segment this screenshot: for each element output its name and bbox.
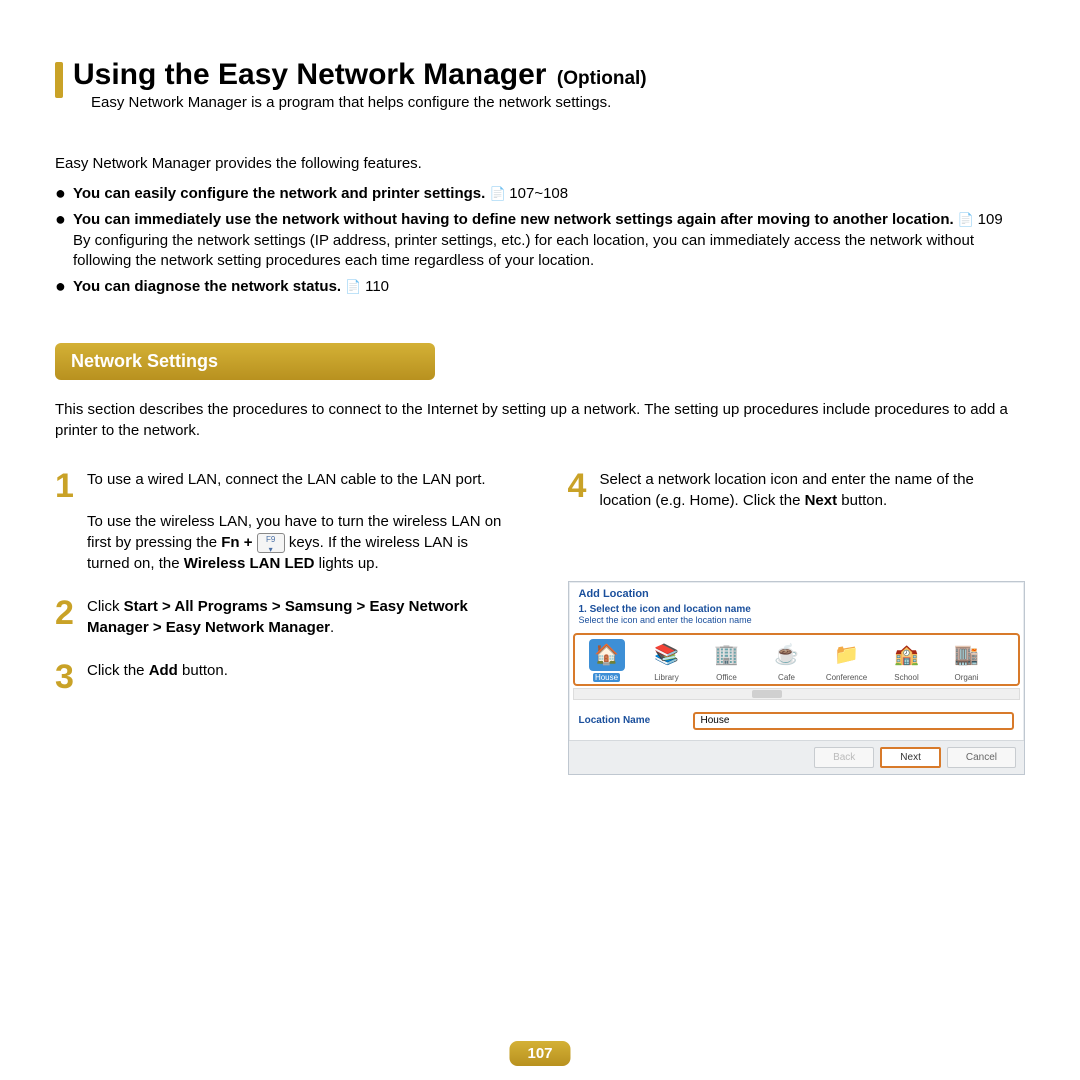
location-name-input[interactable]	[693, 712, 1015, 730]
feature-item: ● You can easily configure the network a…	[55, 184, 1025, 204]
location-label: Cafe	[757, 673, 817, 682]
features-list: ● You can easily configure the network a…	[55, 184, 1025, 297]
location-label: Organi	[937, 673, 997, 682]
feature-extra: By configuring the network settings (IP …	[73, 232, 974, 269]
feature-ref: 109	[978, 211, 1003, 228]
cafe-icon: ☕	[769, 639, 805, 671]
organi-icon: 🏬	[949, 639, 985, 671]
steps-left-column: 1 To use a wired LAN, connect the LAN ca…	[55, 469, 513, 775]
title-accent-bar	[55, 62, 63, 98]
location-label: Library	[637, 673, 697, 682]
step-body: Click Start > All Programs > Samsung > E…	[87, 596, 513, 638]
bullet-icon: ●	[55, 210, 73, 271]
house-icon: 🏠	[589, 639, 625, 671]
step-item: 3 Click the Add button.	[55, 660, 513, 694]
step-item: 2 Click Start > All Programs > Samsung >…	[55, 596, 513, 638]
step-item: 1 To use a wired LAN, connect the LAN ca…	[55, 469, 513, 574]
page-ref-icon: 📄	[489, 186, 509, 201]
location-option[interactable]: ☕ Cafe	[757, 639, 817, 682]
bullet-icon: ●	[55, 277, 73, 297]
step-number: 3	[55, 660, 77, 694]
step-number: 1	[55, 469, 77, 574]
page-number-badge: 107	[509, 1041, 570, 1066]
feature-ref: 110	[365, 278, 389, 295]
page-tagline: Easy Network Manager is a program that h…	[91, 94, 647, 111]
title-row: Using the Easy Network Manager (Optional…	[55, 58, 1025, 111]
fn-key-icon: F9▾	[257, 533, 285, 553]
page-title: Using the Easy Network Manager	[73, 58, 546, 91]
location-option[interactable]: 🏬 Organi	[937, 639, 997, 682]
feature-item: ● You can immediately use the network wi…	[55, 210, 1025, 271]
step-number: 2	[55, 596, 77, 638]
page-ref-icon: 📄	[345, 279, 365, 294]
section-description: This section describes the procedures to…	[55, 400, 1025, 441]
location-label: Office	[697, 673, 757, 682]
feature-bold: You can diagnose the network status.	[73, 278, 341, 295]
step-number: 4	[568, 469, 590, 511]
feature-bold: You can immediately use the network with…	[73, 211, 954, 228]
library-icon: 📚	[649, 639, 685, 671]
step-item: 4 Select a network location icon and ent…	[568, 469, 1026, 511]
location-option[interactable]: 📁 Conference	[817, 639, 877, 682]
section-heading: Network Settings	[55, 343, 435, 380]
location-label: House	[593, 673, 620, 682]
steps-columns: 1 To use a wired LAN, connect the LAN ca…	[55, 469, 1025, 775]
location-option[interactable]: 🏫 School	[877, 639, 937, 682]
location-name-label: Location Name	[579, 715, 669, 726]
office-icon: 🏢	[709, 639, 745, 671]
location-label: Conference	[817, 673, 877, 682]
back-button[interactable]: Back	[814, 747, 874, 768]
cancel-button[interactable]: Cancel	[947, 747, 1016, 768]
add-location-dialog: Add Location 1. Select the icon and loca…	[568, 581, 1026, 775]
location-icon-strip[interactable]: 🏠 House 📚 Library 🏢 Office ☕ Cafe 📁 Conference 🏫 Sc…	[573, 633, 1021, 686]
feature-bold: You can easily configure the network and…	[73, 185, 485, 202]
page-ref-icon: 📄	[958, 212, 978, 227]
steps-right-column: 4 Select a network location icon and ent…	[568, 469, 1026, 775]
school-icon: 🏫	[889, 639, 925, 671]
conference-icon: 📁	[829, 639, 865, 671]
bullet-icon: ●	[55, 184, 73, 204]
dialog-title: Add Location	[579, 588, 1015, 600]
features-intro: Easy Network Manager provides the follow…	[55, 155, 1025, 172]
dialog-hint: Select the icon and enter the location n…	[579, 615, 1015, 625]
next-button[interactable]: Next	[880, 747, 941, 768]
step-body: Click the Add button.	[87, 660, 228, 694]
location-option[interactable]: 🏢 Office	[697, 639, 757, 682]
location-label: School	[877, 673, 937, 682]
dialog-footer: Back Next Cancel	[569, 740, 1025, 774]
dialog-subtitle: 1. Select the icon and location name	[579, 604, 1015, 615]
page-title-suffix: (Optional)	[557, 68, 647, 89]
feature-ref: 107~108	[509, 185, 568, 202]
location-option[interactable]: 🏠 House	[577, 639, 637, 682]
step-body: To use a wired LAN, connect the LAN cabl…	[87, 469, 513, 574]
location-option[interactable]: 📚 Library	[637, 639, 697, 682]
step-body: Select a network location icon and enter…	[600, 469, 1026, 511]
horizontal-scrollbar[interactable]	[573, 688, 1021, 700]
feature-item: ● You can diagnose the network status. 📄…	[55, 277, 1025, 297]
